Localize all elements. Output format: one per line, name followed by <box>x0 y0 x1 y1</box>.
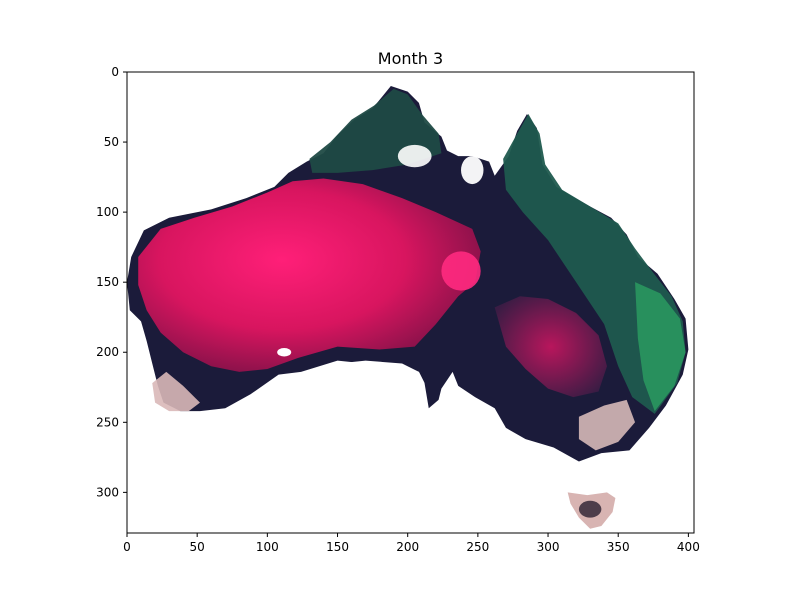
bright-pink-patch <box>441 251 481 291</box>
x-tick-label: 50 <box>190 540 205 554</box>
y-tick-label: 300 <box>96 485 119 499</box>
x-tick-label: 400 <box>677 540 700 554</box>
y-tick-label: 250 <box>96 415 119 429</box>
image-plot <box>127 86 689 529</box>
east-coast-green <box>635 282 686 412</box>
interior-pink <box>138 178 481 372</box>
interior-white-gap <box>277 348 292 357</box>
x-tick-label: 150 <box>326 540 349 554</box>
y-tick-label: 150 <box>96 275 119 289</box>
gulf-white-gap <box>461 156 484 185</box>
y-tick-label: 50 <box>104 135 119 149</box>
x-tick-label: 100 <box>256 540 279 554</box>
chart-title: Month 3 <box>378 49 443 68</box>
bight-gap <box>337 360 425 386</box>
axes-frame <box>126 71 695 534</box>
x-tick-label: 0 <box>123 540 131 554</box>
y-tick-label: 200 <box>96 345 119 359</box>
tasmania-dark <box>578 500 602 518</box>
southwest-pale <box>152 371 200 412</box>
x-tick-label: 350 <box>607 540 630 554</box>
y-tick-label: 100 <box>96 205 119 219</box>
x-axis: 0 50 100 150 200 250 300 350 400 <box>123 533 700 554</box>
southeast-pale <box>578 399 636 451</box>
east-magenta <box>494 296 607 398</box>
y-axis: 0 50 100 150 200 250 300 <box>96 65 127 499</box>
north-white-gap <box>397 144 432 168</box>
x-tick-label: 200 <box>396 540 419 554</box>
x-tick-label: 250 <box>466 540 489 554</box>
x-tick-label: 300 <box>537 540 560 554</box>
y-tick-label: 0 <box>111 65 119 79</box>
